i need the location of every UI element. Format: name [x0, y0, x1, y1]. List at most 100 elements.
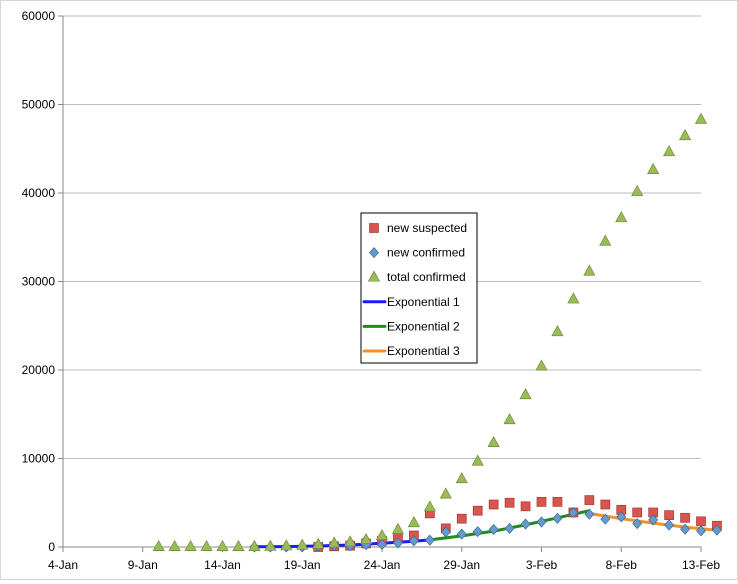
new-suspected-point	[456, 513, 467, 524]
total-confirmed-point	[280, 539, 293, 551]
new-confirmed-point	[440, 526, 451, 538]
total-confirmed-point	[248, 539, 261, 551]
new-suspected-point	[600, 499, 611, 510]
data-markers	[152, 112, 722, 553]
total-confirmed-point	[503, 413, 516, 425]
new-confirmed-point	[392, 537, 403, 549]
total-confirmed-point	[216, 539, 229, 551]
y-tick-label: 40000	[22, 186, 56, 200]
total-confirmed-point	[312, 537, 325, 549]
x-tick-label: 24-Jan	[364, 558, 401, 572]
y-tick-label: 60000	[22, 9, 56, 23]
x-tick-label: 29-Jan	[443, 558, 480, 572]
total-confirmed-point	[423, 500, 436, 512]
x-tick-label: 13-Feb	[682, 558, 720, 572]
new-confirmed-point	[584, 508, 595, 520]
total-confirmed-point	[694, 112, 708, 124]
total-confirmed-point	[168, 539, 181, 551]
new-suspected-point	[488, 499, 499, 510]
new-suspected-point	[696, 516, 706, 527]
new-confirmed-point	[377, 538, 387, 551]
new-confirmed-point	[648, 514, 659, 526]
legend-swatch-new-suspected	[369, 223, 379, 233]
new-confirmed-point	[520, 518, 531, 530]
legend-label-total-confirmed: total confirmed	[387, 270, 466, 284]
total-confirmed-point	[375, 528, 389, 540]
new-confirmed-point	[408, 535, 419, 547]
total-confirmed-point	[599, 234, 612, 246]
total-confirmed-point	[471, 454, 484, 466]
legend: new suspected new confirmed total confirme…	[360, 212, 478, 364]
new-confirmed-point	[680, 523, 691, 535]
total-confirmed-point	[678, 128, 692, 141]
new-suspected-point	[680, 512, 690, 523]
new-confirmed-point	[600, 513, 611, 525]
legend-label-exponential-2: Exponential 2	[387, 319, 460, 333]
total-confirmed-point	[391, 522, 405, 534]
new-confirmed-point	[456, 528, 467, 540]
fit-lines	[252, 509, 719, 549]
new-confirmed-point	[568, 507, 579, 519]
total-confirmed-point	[583, 264, 596, 276]
exponential-1-line	[252, 538, 432, 549]
new-suspected-point	[504, 497, 515, 508]
new-suspected-point	[520, 501, 531, 512]
total-confirmed-point	[200, 539, 213, 551]
x-tick-label: 9-Jan	[128, 558, 158, 572]
legend-swatch-total-confirmed	[367, 270, 381, 282]
total-confirmed-point	[535, 359, 548, 371]
y-tick-label: 10000	[22, 452, 56, 466]
total-confirmed-point	[519, 388, 532, 400]
new-confirmed-point	[424, 534, 435, 546]
total-confirmed-point	[647, 162, 660, 175]
new-confirmed-point	[472, 526, 483, 538]
total-confirmed-point	[439, 487, 452, 499]
new-confirmed-point	[488, 523, 499, 536]
total-confirmed-point	[232, 539, 245, 551]
total-confirmed-point	[407, 515, 420, 528]
total-confirmed-point	[184, 539, 197, 551]
y-tick-label: 0	[48, 540, 55, 554]
total-confirmed-point	[663, 145, 676, 157]
legend-label-exponential-1: Exponential 1	[387, 295, 460, 309]
total-confirmed-point	[296, 538, 309, 550]
total-confirmed-point	[152, 539, 165, 551]
y-tick-label: 20000	[22, 363, 56, 377]
total-confirmed-point	[567, 292, 580, 304]
new-suspected-point	[584, 495, 595, 505]
total-confirmed-point	[328, 536, 341, 548]
new-suspected-point	[664, 510, 674, 520]
legend-label-new-suspected: new suspected	[387, 221, 467, 235]
axes: 0 10000 20000 30000 40000 50000 60000 4-Jan 9-Ja…	[22, 9, 721, 572]
x-tick-label: 3-Feb	[526, 558, 558, 572]
total-confirmed-point	[344, 535, 357, 547]
legend-label-new-confirmed: new confirmed	[387, 246, 465, 260]
legend-box	[360, 212, 478, 364]
total-confirmed-point	[487, 435, 500, 447]
x-tick-label: 8-Feb	[606, 558, 638, 572]
total-confirmed-point	[631, 184, 644, 196]
new-confirmed-point	[616, 511, 627, 523]
legend-label-exponential-3: Exponential 3	[387, 344, 460, 358]
new-suspected-point	[536, 497, 547, 507]
new-confirmed-point	[536, 516, 547, 528]
x-tick-label: 19-Jan	[284, 558, 321, 572]
new-confirmed-point	[632, 518, 643, 530]
total-confirmed-point	[455, 472, 468, 484]
new-confirmed-point	[711, 524, 722, 536]
new-suspected-point	[472, 505, 483, 516]
new-suspected-point	[632, 507, 643, 518]
new-suspected-point	[552, 497, 563, 507]
legend-swatch-new-confirmed	[369, 247, 379, 259]
total-confirmed-point	[551, 325, 564, 337]
new-confirmed-point	[696, 525, 706, 537]
total-confirmed-point	[615, 211, 628, 223]
new-confirmed-point	[664, 519, 675, 531]
total-confirmed-point	[264, 539, 277, 551]
total-confirmed-point	[359, 532, 373, 545]
new-confirmed-point	[552, 512, 563, 524]
y-tick-label: 30000	[22, 275, 56, 289]
y-tick-label: 50000	[22, 98, 56, 112]
